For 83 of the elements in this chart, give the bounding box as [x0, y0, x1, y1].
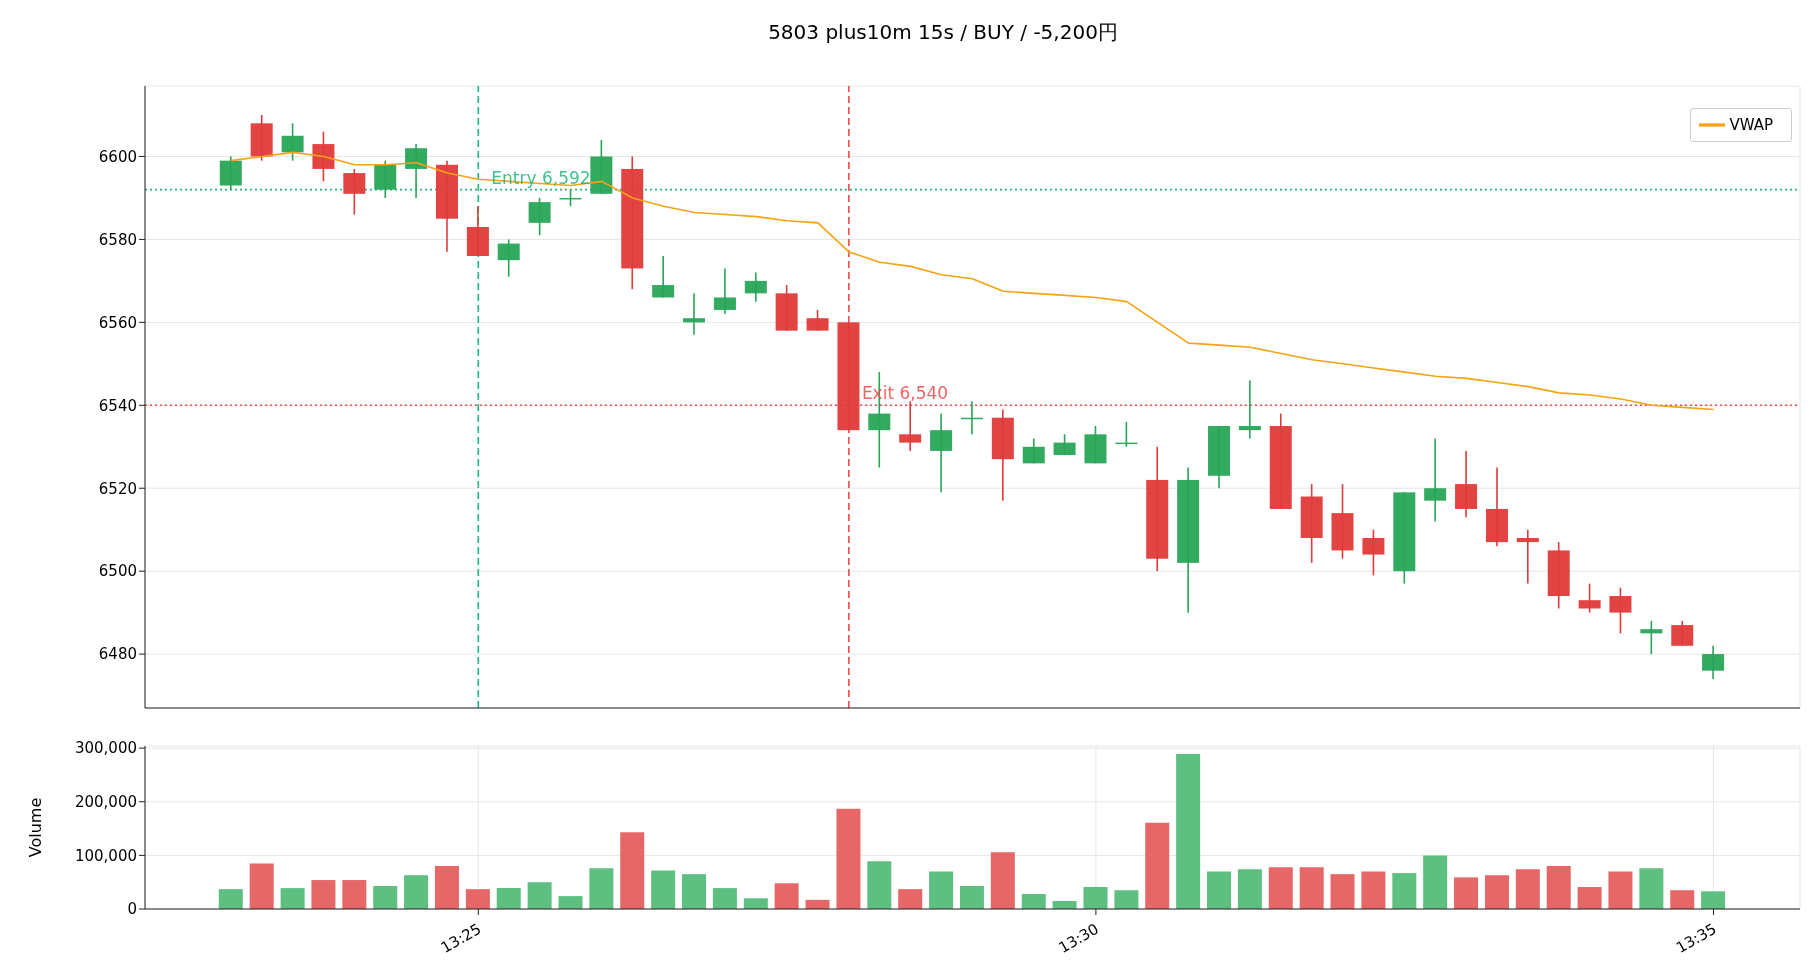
bar: [373, 885, 398, 909]
y-tick-label: 6560: [98, 313, 137, 332]
bar: [1577, 887, 1602, 909]
bar: [959, 885, 984, 909]
bar: [712, 888, 737, 909]
candlestick: [343, 168, 366, 216]
bar: [311, 880, 336, 909]
candlestick: [281, 122, 304, 162]
candlestick: [1022, 437, 1045, 465]
candlestick: [1702, 645, 1725, 680]
candlestick: [528, 197, 551, 237]
bar: [1330, 874, 1355, 909]
candlestick: [1516, 528, 1539, 585]
y-tick-label: 6500: [98, 562, 137, 581]
candlestick: [930, 412, 953, 494]
y-tick-label: 6520: [98, 479, 137, 498]
bar: [434, 866, 459, 909]
bar: [218, 889, 243, 909]
bar: [1299, 867, 1324, 909]
y-tick-label: 6580: [98, 230, 137, 249]
bar: [1701, 891, 1726, 909]
bar: [1423, 855, 1448, 909]
bar: [1639, 868, 1664, 909]
candlestick: [405, 143, 428, 199]
bar: [620, 832, 645, 909]
candlestick: [744, 271, 767, 303]
bar: [743, 898, 768, 909]
candlestick: [1578, 582, 1601, 614]
bar: [898, 889, 923, 909]
bar: [1237, 869, 1262, 909]
candlestick: [1362, 528, 1385, 577]
bar: [1608, 871, 1633, 909]
bar: [929, 871, 954, 909]
candlestick: [1424, 437, 1447, 523]
bar: [1176, 754, 1201, 909]
candlestick: [497, 238, 520, 278]
y-tick-label: 0: [127, 900, 137, 919]
bar: [280, 888, 305, 909]
bar: [404, 875, 429, 909]
y-tick-label: 300,000: [74, 739, 137, 758]
y-tick-label: 100,000: [74, 846, 137, 865]
chart-title: 5803 plus10m 15s / BUY / -5,200円: [767, 19, 1119, 46]
bar: [1361, 871, 1386, 909]
candlestick: [899, 400, 922, 452]
bar: [558, 896, 583, 909]
bar: [1114, 890, 1139, 909]
bar: [465, 889, 490, 909]
bar: [496, 888, 521, 909]
candlestick: [806, 309, 829, 332]
y-tick-label: 6600: [98, 147, 137, 166]
y-axis-title: Volume: [25, 797, 45, 858]
bar: [1083, 887, 1108, 909]
candlestick: [652, 255, 675, 299]
bar: [1145, 822, 1170, 909]
candlestick: [1671, 620, 1694, 647]
bar: [836, 808, 861, 909]
bar: [342, 880, 367, 909]
candlestick: [1609, 586, 1632, 635]
bar: [990, 852, 1015, 909]
bar: [1484, 875, 1509, 909]
bar: [1515, 869, 1540, 909]
bar: [1392, 873, 1417, 909]
bar: [867, 861, 892, 909]
bar: [1268, 867, 1293, 909]
bar: [1021, 893, 1046, 909]
candlestick: [683, 292, 705, 336]
legend-label: VWAP: [1729, 115, 1773, 134]
bar: [1207, 871, 1232, 909]
bar: [589, 868, 614, 909]
y-tick-label: 200,000: [74, 793, 137, 812]
candlestick: [713, 267, 736, 315]
bar: [1670, 890, 1695, 909]
bar: [1546, 866, 1571, 909]
bar: [1454, 877, 1479, 909]
bar: [774, 883, 799, 909]
bar: [651, 870, 676, 909]
bar: [682, 874, 706, 909]
candlestick: [1238, 379, 1261, 440]
bar: [249, 863, 274, 909]
candlestick: [1640, 620, 1663, 655]
y-tick-label: 6540: [98, 396, 137, 415]
bar: [527, 882, 552, 909]
y-tick-label: 6480: [98, 645, 137, 664]
